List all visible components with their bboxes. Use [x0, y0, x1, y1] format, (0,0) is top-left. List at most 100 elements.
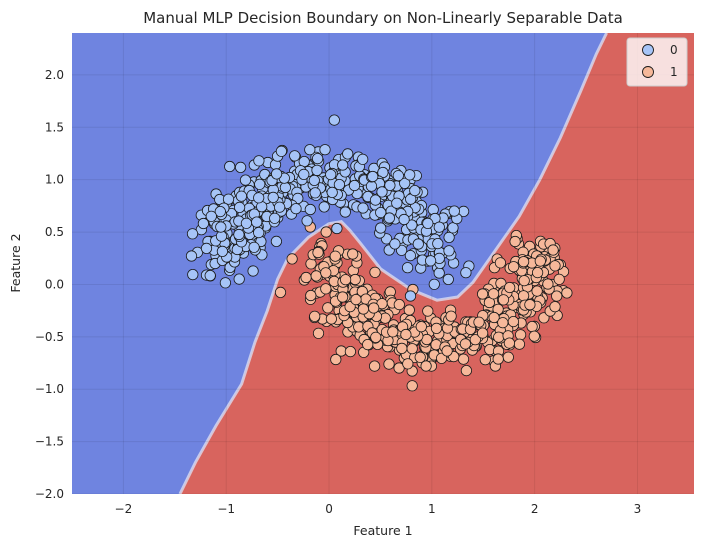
- class-0-point: [369, 194, 382, 206]
- class-1-point: [300, 271, 312, 284]
- class-1-point: [370, 331, 382, 343]
- class-0-point: [219, 277, 231, 289]
- class-0-point: [289, 150, 301, 162]
- class-0-point: [442, 273, 454, 285]
- class-0-point: [383, 212, 395, 224]
- class-0-point: [311, 153, 324, 165]
- class-0-point: [251, 216, 263, 228]
- class-0-point: [267, 191, 279, 203]
- decision-boundary-line: [178, 33, 608, 494]
- class-1-point: [420, 360, 432, 372]
- class-0-point: [253, 155, 265, 167]
- y-tick-label: 0.0: [45, 277, 64, 291]
- class-1-point: [534, 255, 546, 267]
- class-0-point: [432, 238, 444, 250]
- class-0-point: [187, 268, 199, 281]
- class-1-point: [349, 273, 361, 286]
- x-axis-ticks: −2 −1 0 1 2 3: [115, 502, 642, 516]
- class-0-point: [384, 179, 396, 191]
- class-1-point: [457, 353, 470, 365]
- class-1-point: [476, 288, 489, 300]
- class-0-point: [215, 221, 227, 233]
- class-1-point: [368, 302, 380, 314]
- class-1-point: [400, 328, 412, 341]
- class-1-point: [561, 287, 573, 299]
- class-1-point: [406, 380, 418, 392]
- class-1-point: [513, 338, 526, 350]
- chart-title: Manual MLP Decision Boundary on Non-Line…: [143, 9, 623, 27]
- class-0-point: [308, 174, 320, 186]
- class-0-point: [298, 168, 310, 180]
- class-1-point: [320, 226, 332, 238]
- class-0-point: [433, 221, 445, 233]
- class-0-point: [233, 273, 245, 285]
- class-1-point: [479, 354, 491, 366]
- class-0-point: [273, 201, 286, 213]
- class-1-point: [396, 342, 408, 354]
- class-1-point: [518, 275, 530, 287]
- class-1-point: [357, 303, 369, 315]
- class-1-point: [344, 345, 356, 358]
- class-1-point: [531, 285, 543, 297]
- class-0-point: [301, 215, 313, 227]
- class-0-point: [270, 168, 283, 180]
- class-0-point: [409, 185, 421, 197]
- x-tick-label: −1: [217, 502, 235, 516]
- class-0-point: [367, 170, 379, 183]
- class-0-point: [428, 278, 440, 290]
- class-1-point: [329, 250, 341, 262]
- class-1-point: [274, 286, 287, 298]
- class-0-point: [328, 114, 340, 126]
- class-0-point: [325, 169, 337, 181]
- class-1-point: [497, 317, 509, 329]
- class-1-point: [502, 351, 514, 363]
- class-1-point: [309, 310, 321, 322]
- class-0-point: [254, 178, 266, 190]
- class-0-point: [248, 241, 260, 253]
- y-axis-label: Feature 2: [8, 233, 23, 292]
- class-0-point: [269, 212, 281, 224]
- class-1-point: [312, 246, 324, 259]
- class-0-point: [460, 267, 472, 279]
- class-1-point: [336, 291, 349, 303]
- class-0-point: [401, 262, 414, 274]
- class-0-point: [222, 193, 235, 205]
- class-0-point: [443, 245, 455, 257]
- class-1-point: [339, 274, 352, 286]
- class-0-point: [357, 153, 369, 165]
- class-1-point: [312, 327, 325, 339]
- class-1-point: [531, 266, 544, 279]
- class-0-point: [279, 181, 291, 194]
- class-0-point: [239, 174, 252, 186]
- class-1-point: [459, 338, 471, 350]
- class-1-point: [362, 338, 374, 351]
- class-1-point: [325, 313, 337, 325]
- class-0-point: [200, 242, 213, 254]
- x-tick-label: 3: [634, 502, 642, 516]
- class-0-point: [224, 160, 236, 173]
- y-tick-label: 2.0: [45, 68, 64, 82]
- scatter-points: [185, 114, 573, 392]
- class-0-point: [204, 269, 216, 282]
- class-0-point: [422, 217, 434, 229]
- class-1-point: [549, 301, 561, 313]
- class-0-point: [376, 186, 388, 198]
- legend-marker-class-1: [642, 66, 654, 78]
- class-0-point: [240, 217, 252, 229]
- class-1-point: [387, 326, 399, 338]
- class-1-point: [320, 283, 332, 295]
- y-tick-label: 1.0: [45, 173, 64, 187]
- class-0-point: [235, 190, 247, 202]
- class-0-point: [304, 144, 316, 156]
- class-1-point: [460, 364, 472, 377]
- class-1-point: [507, 315, 520, 328]
- class-1-point: [517, 256, 530, 268]
- class-1-point: [504, 281, 516, 294]
- y-tick-label: −1.5: [35, 435, 64, 449]
- class-1-point: [547, 244, 559, 256]
- class-1-point: [509, 235, 521, 248]
- y-tick-label: 0.5: [45, 225, 64, 239]
- class-0-point: [406, 219, 418, 231]
- class-1-point: [414, 351, 426, 363]
- class-1-point: [514, 329, 527, 341]
